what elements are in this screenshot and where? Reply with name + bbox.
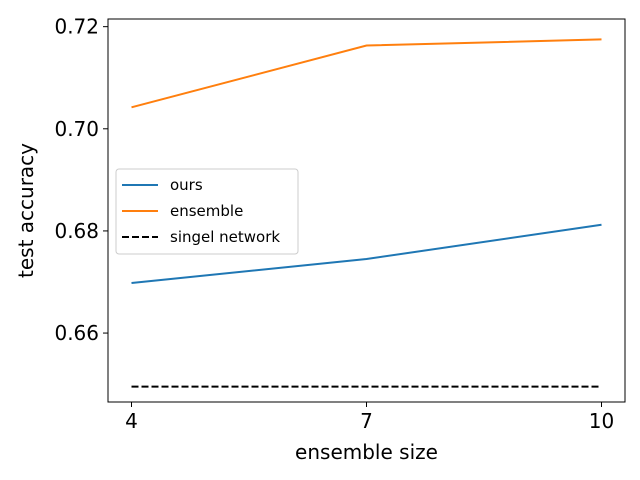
series-group <box>131 38 602 388</box>
y-tick-label: 0.72 <box>54 15 99 39</box>
x-axis-label: ensemble size <box>295 440 438 464</box>
y-tick-label: 0.68 <box>54 219 99 243</box>
series-line-1 <box>131 223 602 285</box>
series-line-2 <box>131 38 602 109</box>
y-tick-label: 0.66 <box>54 321 99 345</box>
x-axis: 4 7 10 <box>125 402 614 433</box>
legend-label-2: ensemble <box>170 202 243 220</box>
legend-label-3: singel network <box>170 228 280 246</box>
y-axis-label: test accuracy <box>14 143 38 278</box>
y-axis: 0.66 0.68 0.70 0.72 <box>54 15 108 345</box>
legend-box <box>115 168 299 255</box>
x-tick-label: 10 <box>589 409 614 433</box>
legend-label-1: ours <box>170 176 203 194</box>
legend: ours ensemble singel network <box>115 168 299 255</box>
x-tick-label: 7 <box>360 409 373 433</box>
x-tick-label: 4 <box>125 409 138 433</box>
y-tick-label: 0.70 <box>54 117 99 141</box>
